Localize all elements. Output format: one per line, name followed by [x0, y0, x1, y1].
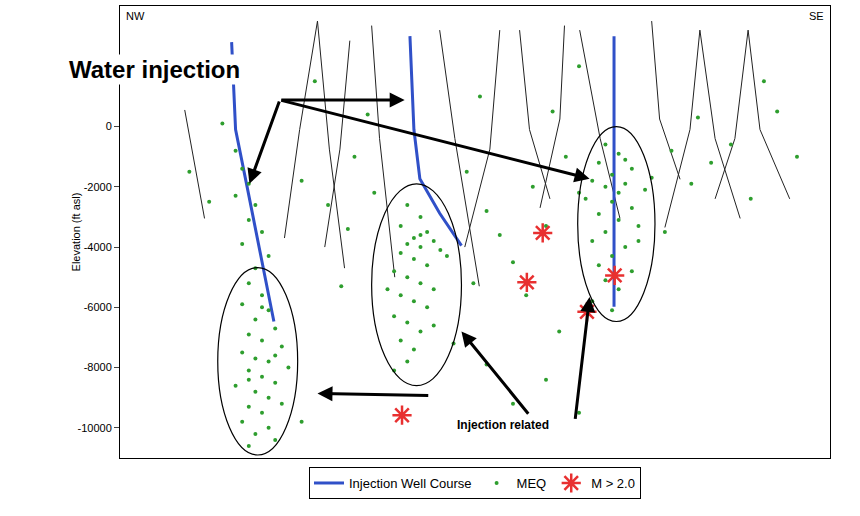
svg-text:Injection related: Injection related	[457, 418, 549, 432]
svg-text:Water injection: Water injection	[69, 56, 240, 83]
svg-text:NW: NW	[126, 10, 145, 22]
svg-text:MEQ: MEQ	[517, 476, 547, 491]
svg-text:M > 2.0: M > 2.0	[591, 476, 635, 491]
svg-text:-4000: -4000	[84, 241, 112, 253]
svg-text:-6000: -6000	[84, 301, 112, 313]
svg-text:SE: SE	[809, 10, 824, 22]
svg-text:-10000: -10000	[78, 422, 112, 434]
svg-text:-8000: -8000	[84, 361, 112, 373]
svg-text:0: 0	[106, 120, 112, 132]
svg-text:Injection Well Course: Injection Well Course	[349, 476, 472, 491]
svg-text:Elevation (ft asl): Elevation (ft asl)	[70, 193, 82, 272]
svg-text:-2000: -2000	[84, 181, 112, 193]
